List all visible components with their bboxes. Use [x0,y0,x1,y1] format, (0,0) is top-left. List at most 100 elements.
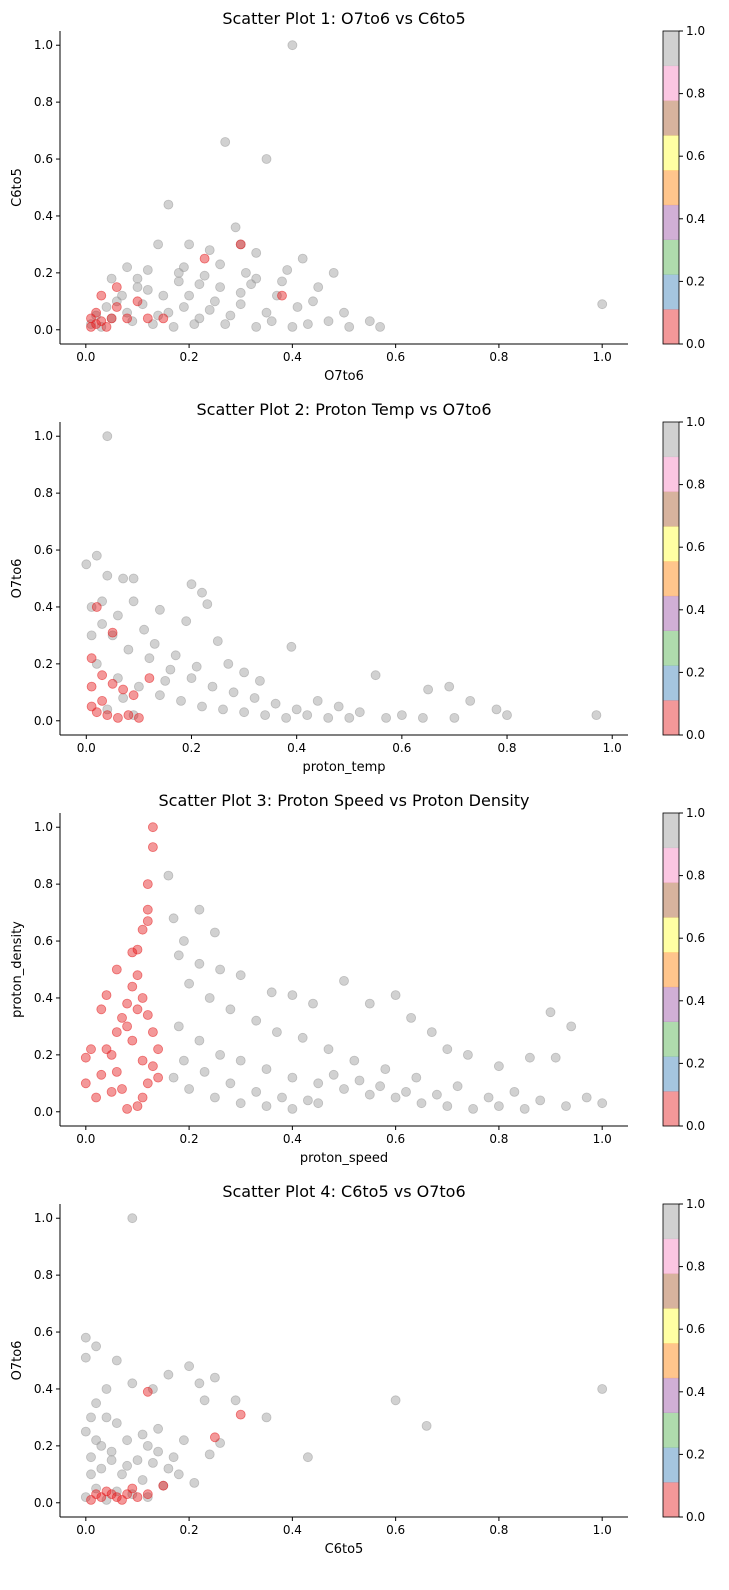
point [147,1061,158,1072]
point [239,707,250,718]
colorbar-segment [663,882,679,918]
point [142,265,153,275]
point [137,993,148,1003]
point [160,676,171,686]
colorbar-segment [663,561,679,597]
colorbar-tick-label: 1.0 [686,415,705,429]
point [416,1098,427,1109]
point [122,1489,132,1500]
point [235,1098,246,1109]
point [86,1044,96,1055]
colorbar-segment [663,1021,679,1057]
point [86,1412,96,1423]
point [431,1089,442,1100]
colorbar-tick-label: 0.0 [686,728,705,742]
point [235,299,246,310]
colorbar-tick-label: 0.8 [686,87,705,101]
point [128,596,139,607]
point [111,296,122,307]
x-tick-label: 0.6 [392,741,411,755]
point [225,1078,236,1089]
colorbar-tick-label: 0.2 [686,1447,705,1461]
point [122,1104,132,1114]
point [449,713,460,723]
point [80,1352,91,1363]
point [128,710,139,720]
point [132,273,143,284]
point [199,1067,210,1077]
colorbar-tick-label: 0.0 [686,1119,705,1133]
point [251,247,262,258]
colorbar-segment [663,170,679,206]
point [127,947,138,958]
point [133,681,144,692]
point [199,253,210,264]
point [194,904,205,915]
point [173,950,184,961]
x-tick-label: 0.0 [76,350,95,364]
point [96,1004,107,1015]
point [287,990,298,1000]
colorbar-segment [663,917,679,953]
point [261,1412,272,1423]
point [106,1446,117,1457]
colorbar: 0.0 0.2 0.4 0.6 0.8 1.0 [662,415,705,742]
point [184,1361,195,1372]
point [191,661,202,672]
point [545,1007,556,1018]
colorbar: 0.0 0.2 0.4 0.6 0.8 1.0 [662,24,705,351]
x-tick-label: 0.8 [497,741,516,755]
points [80,1213,608,1505]
point [111,1067,122,1077]
point [132,282,143,293]
point [444,681,455,692]
x-tick-label: 1.0 [593,1523,612,1537]
point [91,602,102,612]
point [163,1463,174,1474]
point [142,916,153,926]
point [396,710,407,720]
point [178,1435,189,1446]
point [308,296,318,307]
x-tick-label: 0.0 [76,1132,95,1146]
point [220,319,231,330]
y-tick-label: 0.8 [34,95,53,109]
point [364,1089,375,1100]
y-axis-label: O7to6 [10,1341,25,1381]
points [81,431,602,723]
point [266,316,277,327]
point [597,1384,608,1394]
point [165,664,176,675]
point [178,936,189,946]
point [235,1409,246,1420]
point [111,1418,122,1428]
colorbar-tick-label: 1.0 [686,806,705,820]
point [483,1092,494,1103]
colorbar-segment [663,1091,679,1127]
point [91,1435,101,1446]
points [80,822,608,1114]
point [277,1092,287,1103]
point [302,1452,313,1463]
point [199,1395,210,1406]
point [323,713,334,723]
point [158,290,169,301]
colorbar-frame [662,30,680,345]
x-tick-label: 1.0 [603,741,622,755]
point [137,1475,148,1485]
colorbar-segment [663,491,679,527]
y-tick-label: 0.8 [34,486,53,500]
point [251,1087,262,1097]
y-tick-label: 0.4 [34,600,53,614]
y-tick-label: 0.2 [34,1048,53,1062]
point [142,1078,153,1089]
point [81,559,92,570]
x-tick-label: 0.6 [386,1523,405,1537]
point [96,316,107,327]
colorbar-segment [663,595,679,631]
colorbar-frame [662,1203,680,1518]
point [215,282,226,293]
y-tick-label: 1.0 [34,1211,53,1225]
